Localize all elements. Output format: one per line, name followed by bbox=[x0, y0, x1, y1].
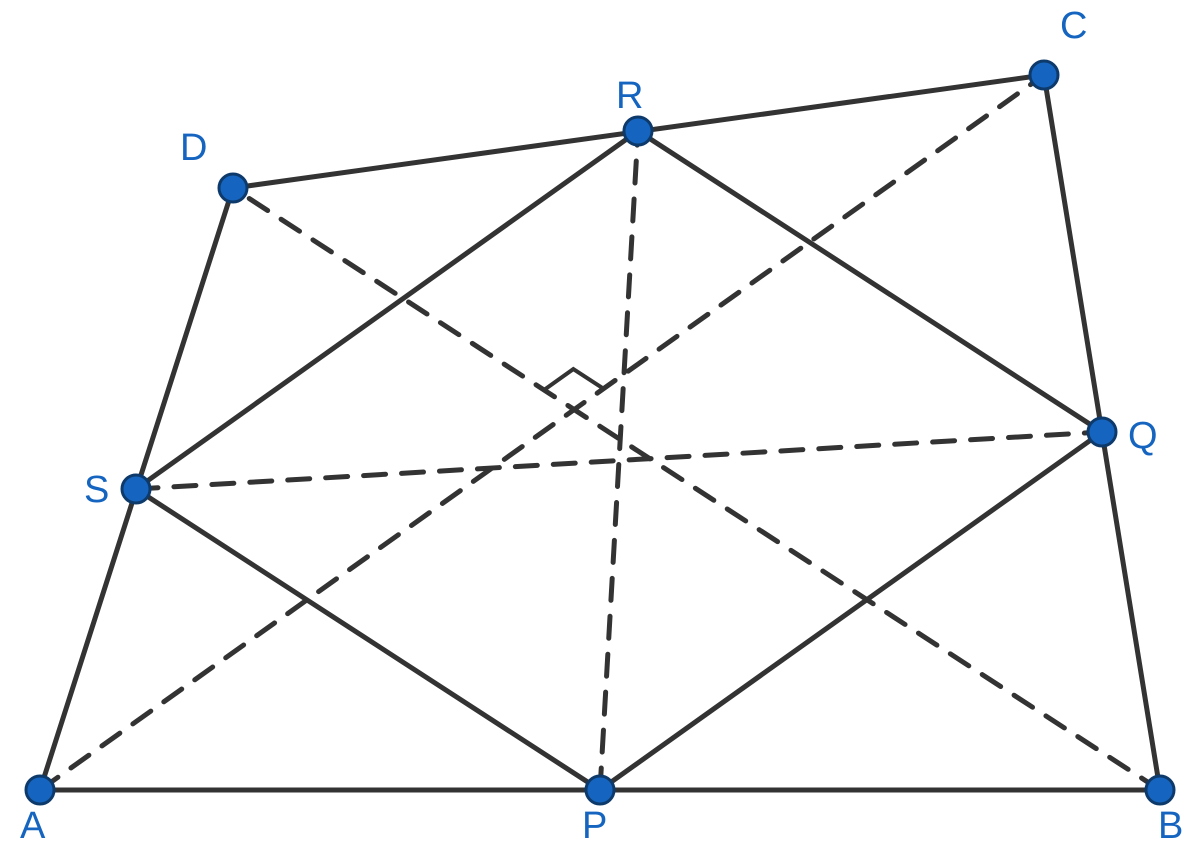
label-R: R bbox=[616, 75, 643, 117]
label-P: P bbox=[582, 805, 607, 847]
point-B bbox=[1146, 776, 1174, 804]
point-D bbox=[219, 174, 247, 202]
label-A: A bbox=[20, 805, 46, 847]
point-R bbox=[624, 117, 652, 145]
point-P bbox=[586, 776, 614, 804]
label-D: D bbox=[180, 127, 207, 169]
label-S: S bbox=[84, 469, 109, 511]
point-A bbox=[26, 776, 54, 804]
point-Q bbox=[1088, 418, 1116, 446]
label-C: C bbox=[1060, 5, 1087, 47]
geometry-diagram: A B C D P Q R S bbox=[0, 0, 1200, 858]
point-C bbox=[1030, 61, 1058, 89]
label-Q: Q bbox=[1128, 415, 1158, 457]
label-B: B bbox=[1158, 805, 1183, 847]
point-S bbox=[122, 475, 150, 503]
